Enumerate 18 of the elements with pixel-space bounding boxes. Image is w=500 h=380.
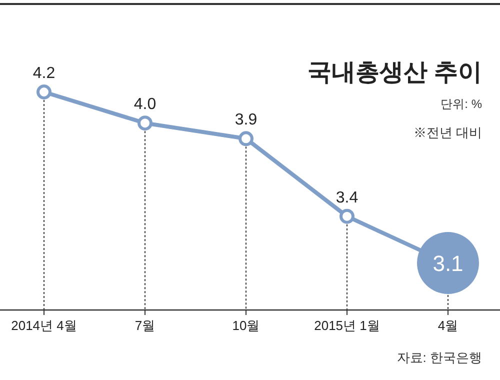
text: 자료: 한국은행: [396, 350, 482, 365]
data-label: 3.4: [336, 189, 358, 206]
x-tick-label: 2015년 1월: [314, 318, 380, 333]
annotation: 단위: %: [440, 97, 482, 111]
x-tick-label: 10월: [232, 318, 260, 333]
point: [138, 116, 152, 131]
x-tick-label: 4월: [438, 318, 458, 333]
annotation: ※전년 대비: [413, 125, 482, 140]
x-tick-label: 7월: [134, 318, 156, 333]
data-label: 3.9: [234, 112, 258, 129]
data-label: 4.2: [32, 65, 56, 82]
chart-title: 국내총생산 추이: [307, 59, 482, 86]
x-tick-label: 2014년 4월: [11, 318, 77, 333]
point: [238, 131, 254, 146]
data-label: 4.0: [134, 96, 156, 114]
data-label: 3.1: [432, 251, 464, 276]
point: [340, 208, 354, 224]
point: [36, 84, 52, 100]
